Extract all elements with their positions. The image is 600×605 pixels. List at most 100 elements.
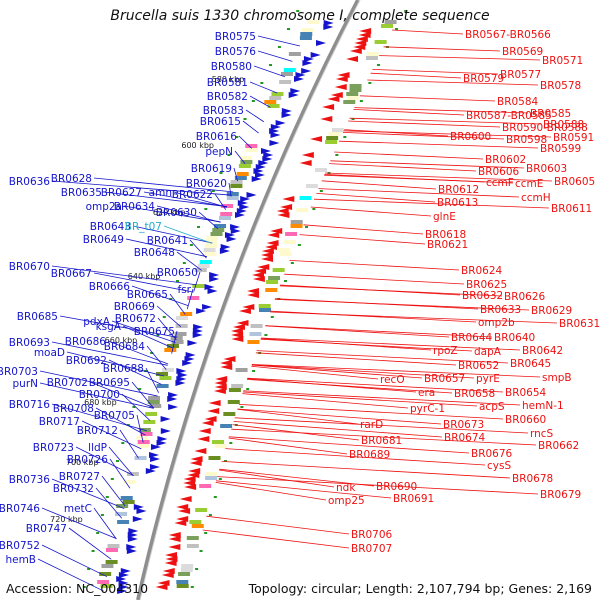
gene-label-reverse[interactable]: ccmH [521, 192, 551, 204]
gene-label-forward[interactable]: BR0702 [47, 377, 88, 389]
gene-label-forward[interactable]: BR0736 [9, 474, 51, 486]
gene-label-reverse[interactable]: BR0658 [454, 388, 495, 400]
gene-label-reverse[interactable]: BR0657 [424, 373, 465, 385]
gene-label-forward[interactable]: BR0727 [59, 471, 100, 483]
gene-label-reverse[interactable]: pyrE [476, 373, 500, 385]
gene-label-reverse[interactable]: BR0621 [427, 239, 468, 251]
gene-label-reverse[interactable]: BR0640 [494, 332, 535, 344]
gene-label-reverse[interactable]: BR0632 [462, 290, 503, 302]
gene-label-forward[interactable]: BR0723 [33, 442, 74, 454]
gene-label-reverse[interactable]: BR0629 [531, 305, 572, 317]
gene-label-forward[interactable]: BR0685 [17, 311, 58, 323]
gene-label-reverse[interactable]: BR0603 [526, 163, 567, 175]
gene-label-reverse[interactable]: BR0605 [554, 176, 595, 188]
gene-label-forward[interactable]: BR0627 [101, 187, 142, 199]
gene-label-reverse[interactable]: ccmF [486, 177, 514, 189]
gene-label-forward[interactable]: BR0620 [186, 178, 227, 190]
gene-label-forward[interactable]: BR0672 [115, 313, 156, 325]
gene-label-reverse[interactable]: BR0660 [505, 414, 546, 426]
gene-label-forward[interactable]: fsr [178, 284, 192, 296]
gene-label-forward[interactable]: BR0576 [215, 46, 257, 58]
gene-label-reverse[interactable]: omp2b [478, 317, 515, 329]
gene-label-forward[interactable]: BR0726 [67, 454, 109, 466]
gene-label-reverse[interactable]: BR0591 [553, 132, 594, 144]
gene-label-forward[interactable]: BR0583 [203, 105, 244, 117]
gene-label-forward[interactable]: BR0686 [65, 336, 107, 348]
gene-label-forward[interactable]: BR0712 [77, 425, 118, 437]
gene-label-reverse[interactable]: BR0691 [393, 493, 434, 505]
gene-label-reverse[interactable]: glnE [433, 211, 456, 223]
gene-label-reverse[interactable]: BR0599 [540, 143, 581, 155]
gene-label-forward[interactable]: BR0695 [89, 377, 130, 389]
gene-label-forward[interactable]: BR0634 [114, 201, 156, 213]
gene-label-reverse[interactable]: BR0579 [463, 73, 504, 85]
gene-label-reverse[interactable]: cysS [487, 460, 511, 472]
gene-label-forward[interactable]: BR0746 [0, 503, 40, 515]
gene-label-reverse[interactable]: BR0587-BR0585 [466, 110, 552, 122]
gene-label-reverse[interactable]: BR0645 [510, 358, 551, 370]
gene-label-forward[interactable]: BR0684 [104, 341, 146, 353]
gene-label-forward[interactable]: BR0628 [51, 173, 92, 185]
gene-label-reverse[interactable]: ndk [336, 482, 356, 494]
gene-label-forward[interactable]: BR0688 [103, 363, 144, 375]
gene-label-reverse[interactable]: BR0642 [522, 345, 563, 357]
gene-label-reverse[interactable]: rncS [530, 428, 554, 440]
gene-label-reverse[interactable]: BR0588 [543, 119, 584, 131]
gene-label-forward[interactable]: BR0747 [26, 523, 67, 535]
gene-label-reverse[interactable]: BR0569 [502, 46, 543, 58]
gene-label-forward[interactable]: purN [13, 378, 39, 390]
gene-label-reverse[interactable]: BR0606 [478, 166, 520, 178]
gene-label-reverse[interactable]: acpS [479, 401, 505, 413]
gene-label-reverse[interactable]: rpoZ [433, 345, 458, 357]
gene-label-reverse[interactable]: BR0613 [437, 197, 478, 209]
gene-label-reverse[interactable]: BR0690 [376, 481, 417, 493]
gene-label-forward[interactable]: BR0667 [51, 268, 92, 280]
gene-label-forward[interactable]: BR0705 [94, 410, 135, 422]
gene-label-reverse[interactable]: BR0676 [471, 448, 513, 460]
gene-label-forward[interactable]: BR0665 [127, 289, 168, 301]
gene-label-forward[interactable]: BR0649 [83, 234, 124, 246]
gene-label-reverse[interactable]: BR0674 [444, 432, 486, 444]
gene-label-reverse[interactable]: BR0577 [500, 69, 541, 81]
gene-label-forward[interactable]: BR0752 [0, 540, 40, 552]
gene-label-reverse[interactable]: BR0633 [480, 304, 521, 316]
gene-label-forward[interactable]: BR0716 [9, 399, 51, 411]
gene-label-reverse[interactable]: BR0679 [540, 489, 581, 501]
gene-label-forward[interactable]: BR0636 [9, 176, 51, 188]
gene-label-reverse[interactable]: BR0626 [504, 291, 546, 303]
gene-label-reverse[interactable]: BR0644 [451, 332, 493, 344]
gene-label-forward[interactable]: BR0619 [191, 163, 232, 175]
gene-label-forward[interactable]: BR0693 [9, 337, 50, 349]
gene-label-reverse[interactable]: BR0689 [349, 449, 390, 461]
gene-label-forward[interactable]: BR_t07 [125, 221, 162, 233]
gene-label-forward[interactable]: BR0648 [134, 247, 175, 259]
gene-label-reverse[interactable]: BR0611 [551, 203, 592, 215]
gene-label-reverse[interactable]: BR0612 [438, 184, 479, 196]
gene-label-forward[interactable]: BR0732 [53, 483, 94, 495]
gene-label-reverse[interactable]: hemN-1 [522, 400, 564, 412]
gene-label-reverse[interactable]: BR0598 [506, 134, 547, 146]
gene-label-reverse[interactable]: BR0584 [497, 96, 539, 108]
gene-label-reverse[interactable]: pyrC-1 [410, 403, 445, 415]
gene-label-reverse[interactable]: ccmE [515, 178, 543, 190]
gene-label-reverse[interactable]: dapA [474, 346, 502, 358]
gene-label-forward[interactable]: hemB [5, 554, 36, 566]
gene-label-forward[interactable]: BR0708 [53, 403, 94, 415]
gene-label-forward[interactable]: BR0692 [66, 355, 107, 367]
gene-label-forward[interactable]: BR0703 [0, 366, 38, 378]
gene-label-reverse[interactable]: BR0673 [443, 419, 484, 431]
gene-label-reverse[interactable]: BR0590-BR0588 [502, 122, 588, 134]
gene-label-reverse[interactable]: BR0625 [466, 279, 507, 291]
gene-label-reverse[interactable]: BR0707 [351, 543, 392, 555]
gene-label-reverse[interactable]: era [418, 387, 435, 399]
gene-label-reverse[interactable]: rarD [360, 419, 383, 431]
gene-label-forward[interactable]: BR0643 [90, 221, 131, 233]
gene-label-reverse[interactable]: BR0600 [450, 131, 491, 143]
gene-label-reverse[interactable]: BR0585 [530, 108, 571, 120]
gene-label-reverse[interactable]: BR0602 [485, 154, 526, 166]
gene-label-forward[interactable]: BR0675 [134, 326, 175, 338]
gene-label-reverse[interactable]: smpB [542, 372, 572, 384]
gene-label-reverse[interactable]: BR0571 [542, 55, 583, 67]
gene-label-reverse[interactable]: BR0681 [361, 435, 402, 447]
gene-label-reverse[interactable]: recO [380, 374, 405, 386]
